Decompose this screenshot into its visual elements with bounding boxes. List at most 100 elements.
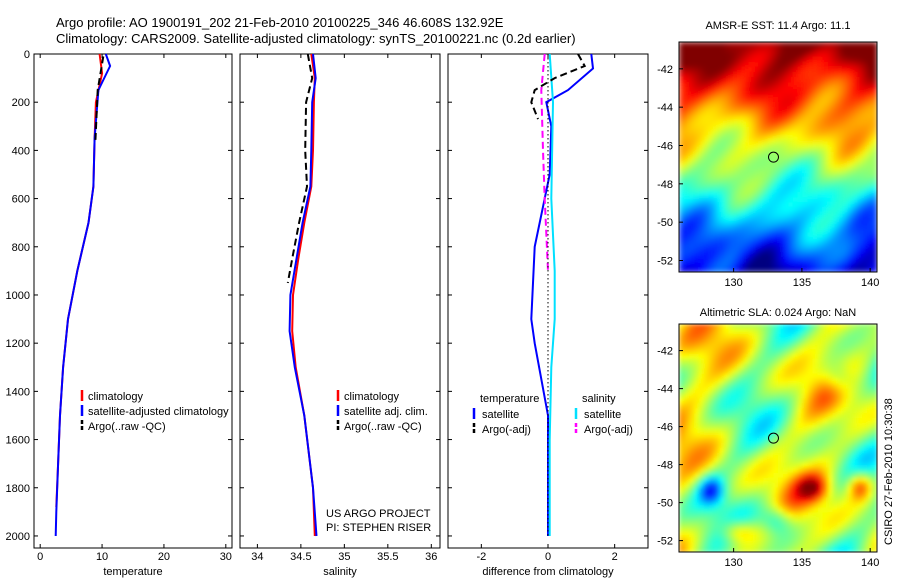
heatmap-cell — [857, 167, 863, 173]
heatmap-cell — [857, 102, 863, 108]
sst_map-ytick-label: -44 — [657, 102, 673, 114]
heatmap-cell — [763, 477, 769, 484]
salinity-legend-label: Argo(..raw -QC) — [344, 421, 422, 433]
heatmap-cell — [797, 512, 804, 518]
heatmap-cell — [758, 333, 764, 340]
heatmap-cell — [787, 107, 794, 113]
heatmap-cell — [679, 202, 685, 208]
heatmap-cell — [758, 408, 764, 414]
heatmap-cell — [778, 162, 784, 168]
heatmap-cell — [713, 77, 720, 83]
heatmap-cell — [723, 262, 730, 268]
heatmap-cell — [693, 137, 700, 143]
heatmap-cell — [728, 333, 735, 340]
heatmap-cell — [827, 522, 834, 528]
heatmap-cell — [773, 413, 779, 419]
heatmap-cell — [827, 167, 834, 173]
heatmap-cell — [758, 162, 764, 168]
heatmap-cell — [723, 383, 730, 390]
heatmap-cell — [852, 547, 858, 552]
heatmap-cell — [708, 452, 715, 459]
heatmap-cell — [812, 363, 819, 370]
heatmap-cell — [733, 433, 739, 439]
heatmap-cell — [763, 408, 769, 414]
heatmap-cell — [743, 487, 749, 494]
heatmap-cell — [688, 102, 695, 108]
heatmap-cell — [693, 77, 700, 83]
heatmap-cell — [842, 537, 848, 543]
heatmap-cell — [748, 328, 754, 335]
depth-tick-label: 200 — [12, 97, 30, 109]
heatmap-cell — [748, 512, 754, 518]
heatmap-cell — [817, 482, 824, 489]
heatmap-cell — [718, 107, 725, 113]
heatmap-cell — [857, 42, 863, 48]
heatmap-cell — [738, 363, 744, 370]
heatmap-cell — [872, 82, 877, 88]
heatmap-cell — [862, 117, 868, 123]
heatmap-cell — [758, 388, 764, 394]
heatmap-cell — [723, 477, 730, 484]
heatmap-cell — [743, 187, 749, 193]
heatmap-cell — [743, 333, 749, 340]
heatmap-cell — [748, 247, 754, 253]
heatmap-cell — [812, 42, 819, 48]
heatmap-cell — [758, 242, 764, 248]
heatmap-cell — [837, 72, 843, 78]
heatmap-cell — [792, 232, 799, 238]
heatmap-cell — [773, 42, 779, 48]
sst_map-ytick-label: -50 — [657, 217, 673, 229]
heatmap-cell — [688, 418, 695, 424]
heatmap-cell — [698, 447, 705, 454]
heatmap-cell — [797, 527, 804, 533]
heatmap-cell — [743, 202, 749, 208]
heatmap-cell — [812, 142, 819, 148]
heatmap-cell — [688, 157, 695, 163]
heatmap-cell — [842, 232, 848, 238]
heatmap-cell — [797, 97, 804, 103]
heatmap-cell — [817, 117, 824, 123]
heatmap-cell — [748, 157, 754, 163]
heatmap-cell — [688, 363, 695, 370]
heatmap-cell — [723, 338, 730, 345]
heatmap-cell — [792, 197, 799, 203]
heatmap-cell — [832, 72, 838, 78]
heatmap-cell — [703, 142, 710, 148]
heatmap-cell — [693, 428, 700, 434]
heatmap-cell — [842, 542, 848, 548]
heatmap-cell — [862, 333, 868, 340]
heatmap-cell — [847, 207, 853, 213]
heatmap-cell — [683, 487, 690, 494]
temperature-xtick-label: 30 — [220, 551, 232, 563]
heatmap-cell — [782, 92, 789, 98]
heatmap-cell — [748, 338, 754, 345]
heatmap-cell — [867, 202, 873, 208]
heatmap-cell — [738, 368, 744, 375]
heatmap-cell — [857, 97, 863, 103]
heatmap-cell — [748, 452, 754, 459]
heatmap-cell — [778, 237, 784, 243]
heatmap-cell — [703, 368, 710, 375]
heatmap-cell — [728, 147, 735, 153]
heatmap-cell — [857, 257, 863, 263]
heatmap-cell — [827, 457, 834, 464]
heatmap-cell — [753, 117, 759, 123]
heatmap-cell — [782, 418, 789, 424]
salinity-annotation: US ARGO PROJECT — [326, 508, 431, 520]
heatmap-cell — [698, 408, 705, 414]
heatmap-cell — [867, 82, 873, 88]
heatmap-cell — [857, 442, 863, 449]
heatmap-cell — [688, 353, 695, 360]
heatmap-cell — [768, 232, 774, 238]
heatmap-cell — [723, 447, 730, 454]
heatmap-cell — [872, 388, 877, 394]
heatmap-cell — [832, 77, 838, 83]
heatmap-cell — [797, 418, 804, 424]
heatmap-cell — [728, 433, 735, 439]
heatmap-cell — [797, 92, 804, 98]
heatmap-cell — [837, 172, 843, 178]
heatmap-cell — [758, 107, 764, 113]
heatmap-cell — [713, 42, 720, 48]
heatmap-cell — [763, 87, 769, 93]
heatmap-cell — [708, 97, 715, 103]
